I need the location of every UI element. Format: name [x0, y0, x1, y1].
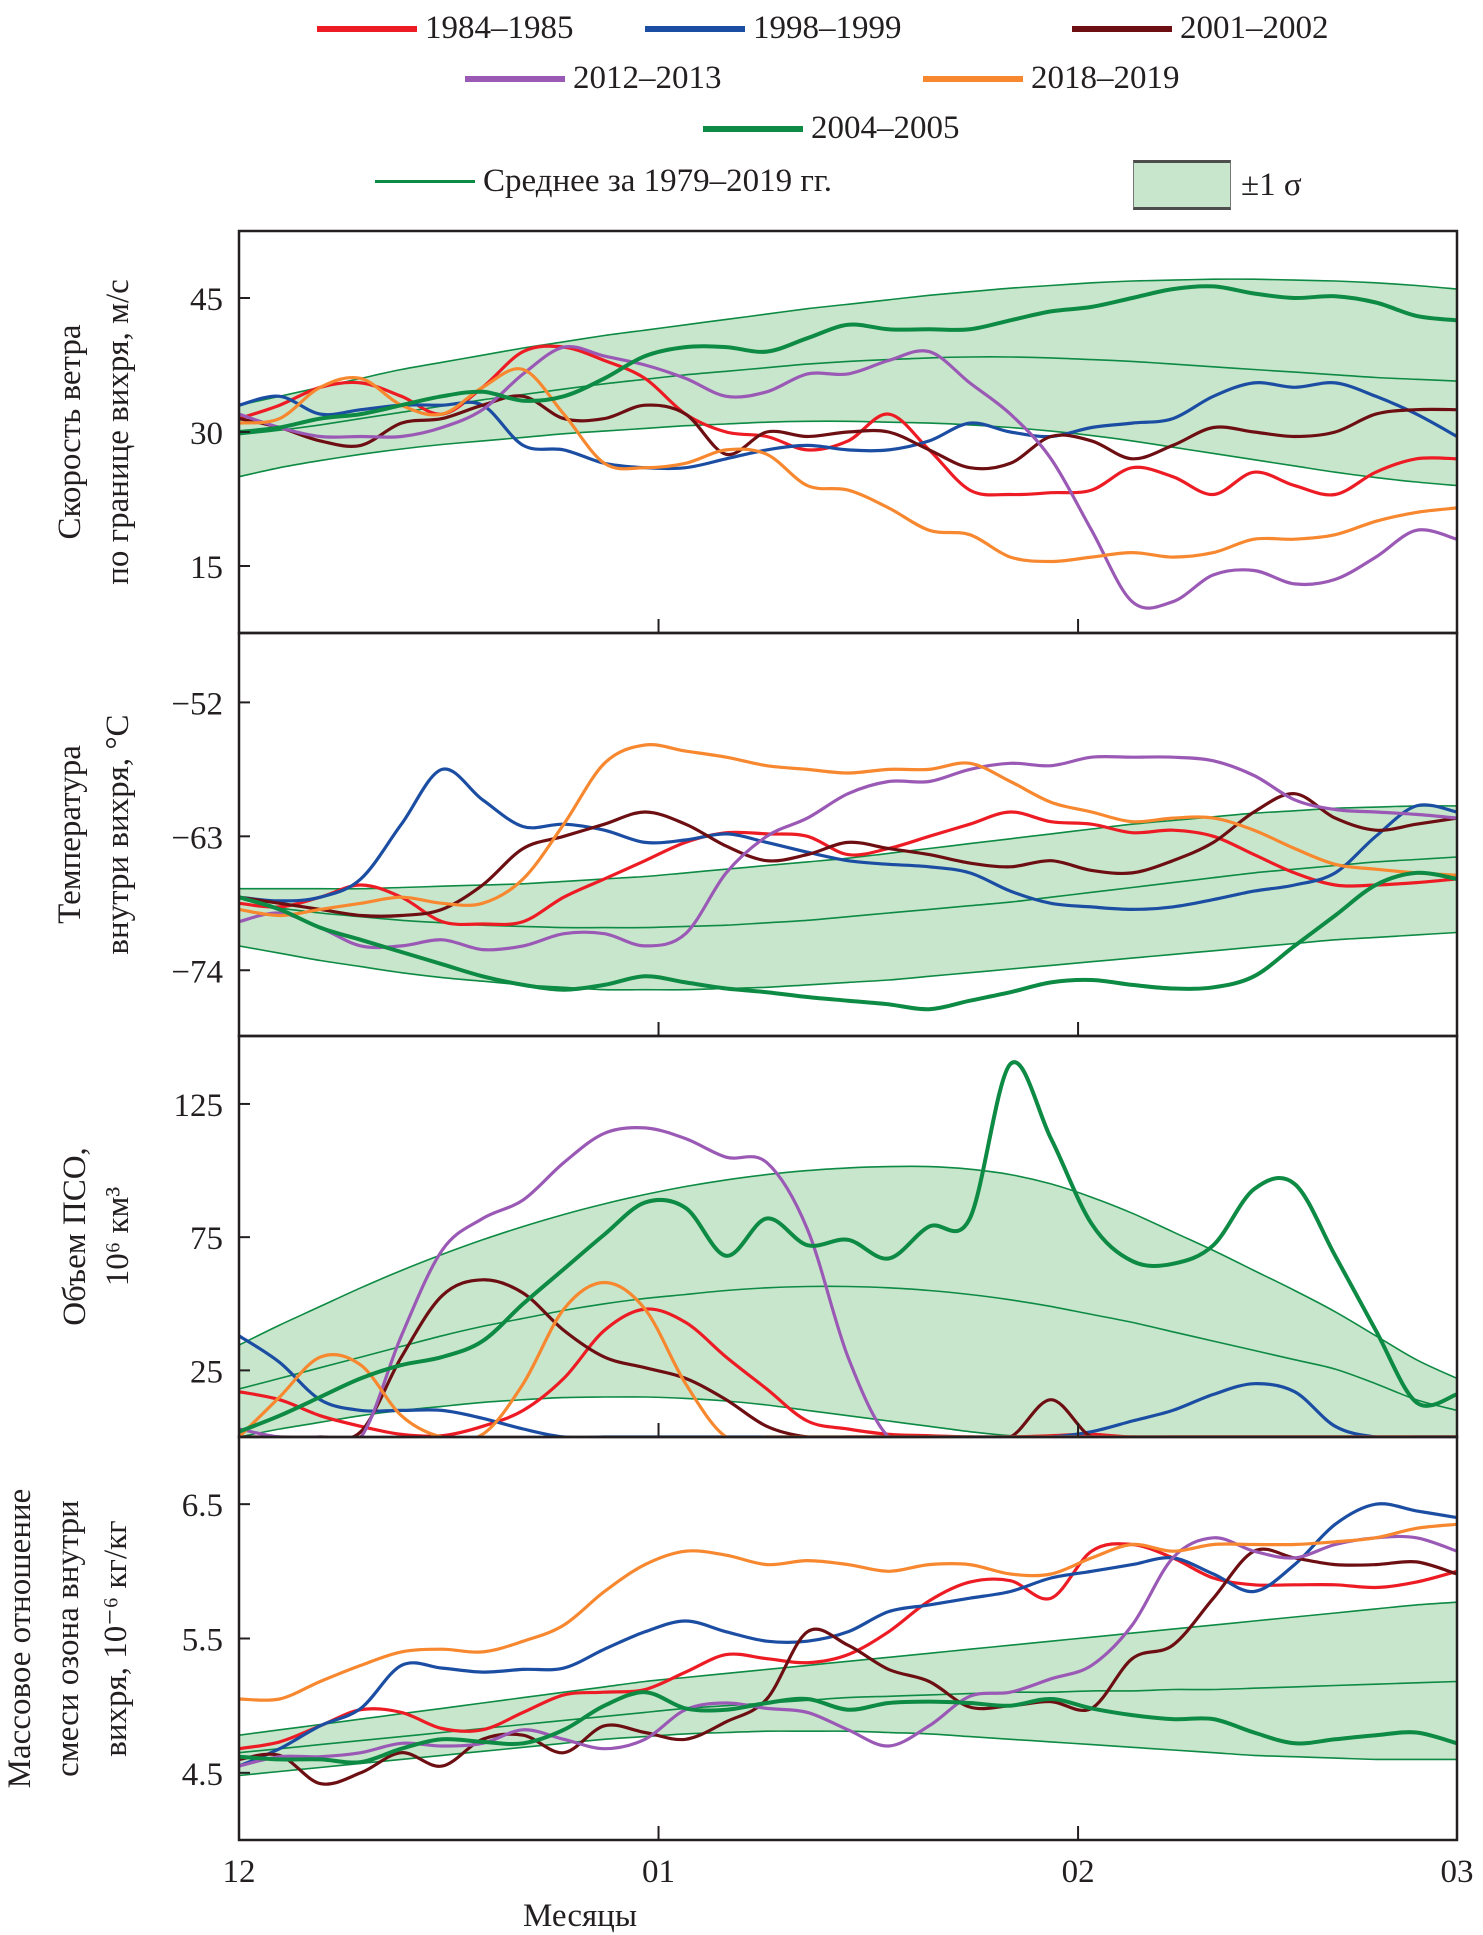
y-tick-label: 30: [190, 416, 223, 452]
y-tick-label: 75: [190, 1221, 223, 1257]
y-axis-label: Температура: [52, 745, 88, 924]
mean-line: [239, 1680, 1457, 1754]
y-tick-label: 15: [190, 550, 223, 586]
x-tick-label: 02: [1062, 1854, 1095, 1890]
sigma-lower-line: [239, 420, 1457, 487]
series-line-20182019: [239, 743, 1457, 918]
sigma-lower-line: [239, 1396, 1457, 1437]
panel-psc-volume: 25 75 125 Объем ПСО, 10⁶ км³: [57, 1034, 1459, 1439]
series-line-20122013: [239, 344, 1457, 610]
legend-label: 2018–2019: [1031, 60, 1180, 96]
series-line-20042005: [239, 1690, 1457, 1765]
series-line-20042005: [239, 1060, 1457, 1434]
series-line-19981999: [239, 1334, 1457, 1437]
sigma-band: [239, 279, 1457, 486]
y-axis-label: Объем ПСО,: [57, 1147, 93, 1326]
y-axis-label: вихря, 10⁻⁶ кг/кг: [98, 1520, 134, 1756]
series-line-20042005: [239, 870, 1457, 1012]
legend: 1984–1985 1998–1999 2001–2002 2012–2013 …: [0, 0, 1483, 220]
legend-item-1984-1985: 1984–1985: [317, 10, 574, 47]
series-line-20122013: [239, 1534, 1457, 1768]
series-line-20122013: [239, 1125, 1457, 1437]
series-line-20182019: [239, 367, 1457, 564]
series-line-19981999: [239, 1502, 1457, 1768]
sigma-band: [239, 805, 1457, 990]
legend-swatch: [465, 75, 565, 82]
x-tick-label: 12: [223, 1854, 256, 1890]
legend-item-sigma: ±1 σ: [1133, 160, 1302, 210]
y-axis-label: внутри вихря, °С: [100, 714, 136, 954]
legend-item-2018-2019: 2018–2019: [923, 60, 1180, 97]
y-axis-label: Массовое отношение: [2, 1489, 38, 1789]
mean-line: [239, 1285, 1457, 1412]
legend-swatch: [923, 75, 1023, 82]
legend-swatch: [317, 25, 417, 32]
plot-area: [239, 1502, 1457, 1786]
series-line-19841985: [239, 810, 1457, 927]
x-axis-label: Месяцы: [523, 1898, 637, 1934]
legend-label: 2001–2002: [1180, 10, 1329, 46]
series-line-20122013: [239, 754, 1457, 952]
legend-label: 1998–1999: [753, 10, 902, 46]
legend-item-2012-2013: 2012–2013: [465, 60, 722, 97]
series-line-19841985: [239, 1542, 1457, 1751]
y-axis-label: Скорость ветра: [52, 324, 88, 539]
y-tick-label: −52: [171, 686, 223, 722]
legend-item-1998-1999: 1998–1999: [645, 10, 902, 47]
series-line-20182019: [239, 1522, 1457, 1702]
y-axis-label: по границе вихря, м/с: [100, 279, 136, 585]
series-line-20012002: [239, 792, 1457, 918]
legend-label: 2004–2005: [811, 110, 960, 146]
series-line-20012002: [239, 394, 1457, 471]
panel-wind: 15 30 45 Скорость ветра по границе вихря, м/…: [52, 229, 1459, 635]
legend-swatch: [703, 125, 803, 132]
y-axis-label: 10⁶ км³: [100, 1187, 136, 1287]
plot-area: [239, 278, 1457, 610]
panel-temperature: −74 −63 −52 Температура внутри вихря, °С: [52, 631, 1459, 1038]
plot-area: [239, 1060, 1457, 1437]
legend-label: Среднее за 1979–2019 гг.: [483, 163, 832, 199]
sigma-upper-line: [239, 1601, 1457, 1736]
y-tick-label: 45: [190, 282, 223, 318]
y-tick-label: −74: [171, 954, 223, 990]
legend-item-2001-2002: 2001–2002: [1072, 10, 1329, 47]
legend-label: ±1 σ: [1241, 166, 1302, 203]
x-tick-label: 03: [1441, 1854, 1474, 1890]
sigma-band: [239, 1602, 1457, 1776]
y-tick-label: 5.5: [182, 1623, 223, 1659]
y-tick-label: 6.5: [182, 1488, 223, 1524]
legend-swatch: [645, 25, 745, 32]
y-axis-label: смеси озона внутри: [50, 1500, 86, 1777]
y-tick-label: 125: [174, 1088, 224, 1124]
sigma-upper-line: [239, 1165, 1457, 1380]
legend-item-mean: Среднее за 1979–2019 гг.: [375, 163, 832, 200]
legend-swatch: [1072, 25, 1172, 32]
y-tick-label: 25: [190, 1354, 223, 1390]
x-tick-label: 01: [642, 1854, 675, 1890]
series-line-20012002: [239, 1278, 1457, 1437]
series-line-19981999: [239, 767, 1457, 911]
y-tick-label: 4.5: [182, 1757, 223, 1793]
legend-label: 1984–1985: [425, 10, 574, 46]
sigma-upper-line: [239, 278, 1457, 406]
series-line-20042005: [239, 284, 1457, 434]
legend-label: 2012–2013: [573, 60, 722, 96]
plot-area: [239, 743, 1457, 1012]
sigma-lower-line: [239, 931, 1457, 991]
legend-item-2004-2005: 2004–2005: [703, 110, 960, 147]
legend-swatch: [375, 180, 475, 183]
sigma-swatch: [1133, 160, 1231, 210]
series-line-19981999: [239, 381, 1457, 471]
sigma-band: [239, 1166, 1457, 1437]
y-tick-label: −63: [171, 820, 223, 856]
panel-ozone: 4.5 5.5 6.5 Массовое отношение смеси озона в…: [2, 1435, 1459, 1842]
